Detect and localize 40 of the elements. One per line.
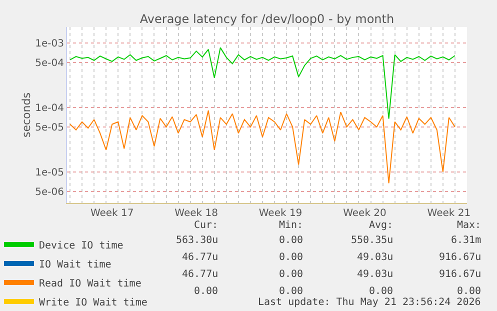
text: 0.00 <box>279 286 304 297</box>
x-tick-label: Week 18 <box>174 208 218 219</box>
y-tick-label: 1e-05 <box>35 167 64 178</box>
text: 6.31m <box>451 235 482 246</box>
legend-label: Write IO Wait time <box>39 297 148 308</box>
y-tick-label: 5e-04 <box>35 58 64 70</box>
text: 0.00 <box>279 269 304 280</box>
text: 49.03u <box>357 269 394 280</box>
y-axis-title: seconds <box>20 92 34 138</box>
text: Avg: <box>369 220 394 231</box>
text: Min: <box>279 220 304 231</box>
y-tick-label: 1e-04 <box>35 103 64 114</box>
text: 563.30u <box>176 235 218 246</box>
text: 0.00 <box>457 286 482 297</box>
chart-title: Average latency for /dev/loop0 - by month <box>140 12 394 26</box>
text: 49.03u <box>357 252 394 263</box>
text: 46.77u <box>182 269 218 280</box>
text: 916.67u <box>439 252 482 263</box>
text: Max: <box>457 220 482 231</box>
legend-label: Read IO Wait time <box>39 278 142 290</box>
line-series <box>70 47 456 120</box>
line-series <box>70 110 456 184</box>
legend-label: Device IO time <box>39 240 124 252</box>
x-tick-label: Week 20 <box>343 208 386 219</box>
x-tick-label: Week 19 <box>258 208 302 219</box>
legend-label: IO Wait time <box>39 259 112 270</box>
text: 46.77u <box>182 252 218 263</box>
text: 0.00 <box>369 286 394 297</box>
text: 0.00 <box>279 235 304 246</box>
text: 0.00 <box>194 286 218 297</box>
text: Cur: <box>194 220 218 231</box>
text: Last update: Thu May 21 23:56:24 2026 <box>258 297 481 308</box>
y-tick-label: 5e-05 <box>35 122 64 134</box>
x-tick-label: Week 17 <box>90 208 134 219</box>
text: 0.00 <box>279 252 304 263</box>
y-tick-label: 5e-06 <box>35 186 64 198</box>
x-tick-label: Week 21 <box>427 208 471 219</box>
text: 550.35u <box>351 235 394 246</box>
text: 916.67u <box>439 269 482 280</box>
y-tick-label: 1e-03 <box>35 38 64 50</box>
